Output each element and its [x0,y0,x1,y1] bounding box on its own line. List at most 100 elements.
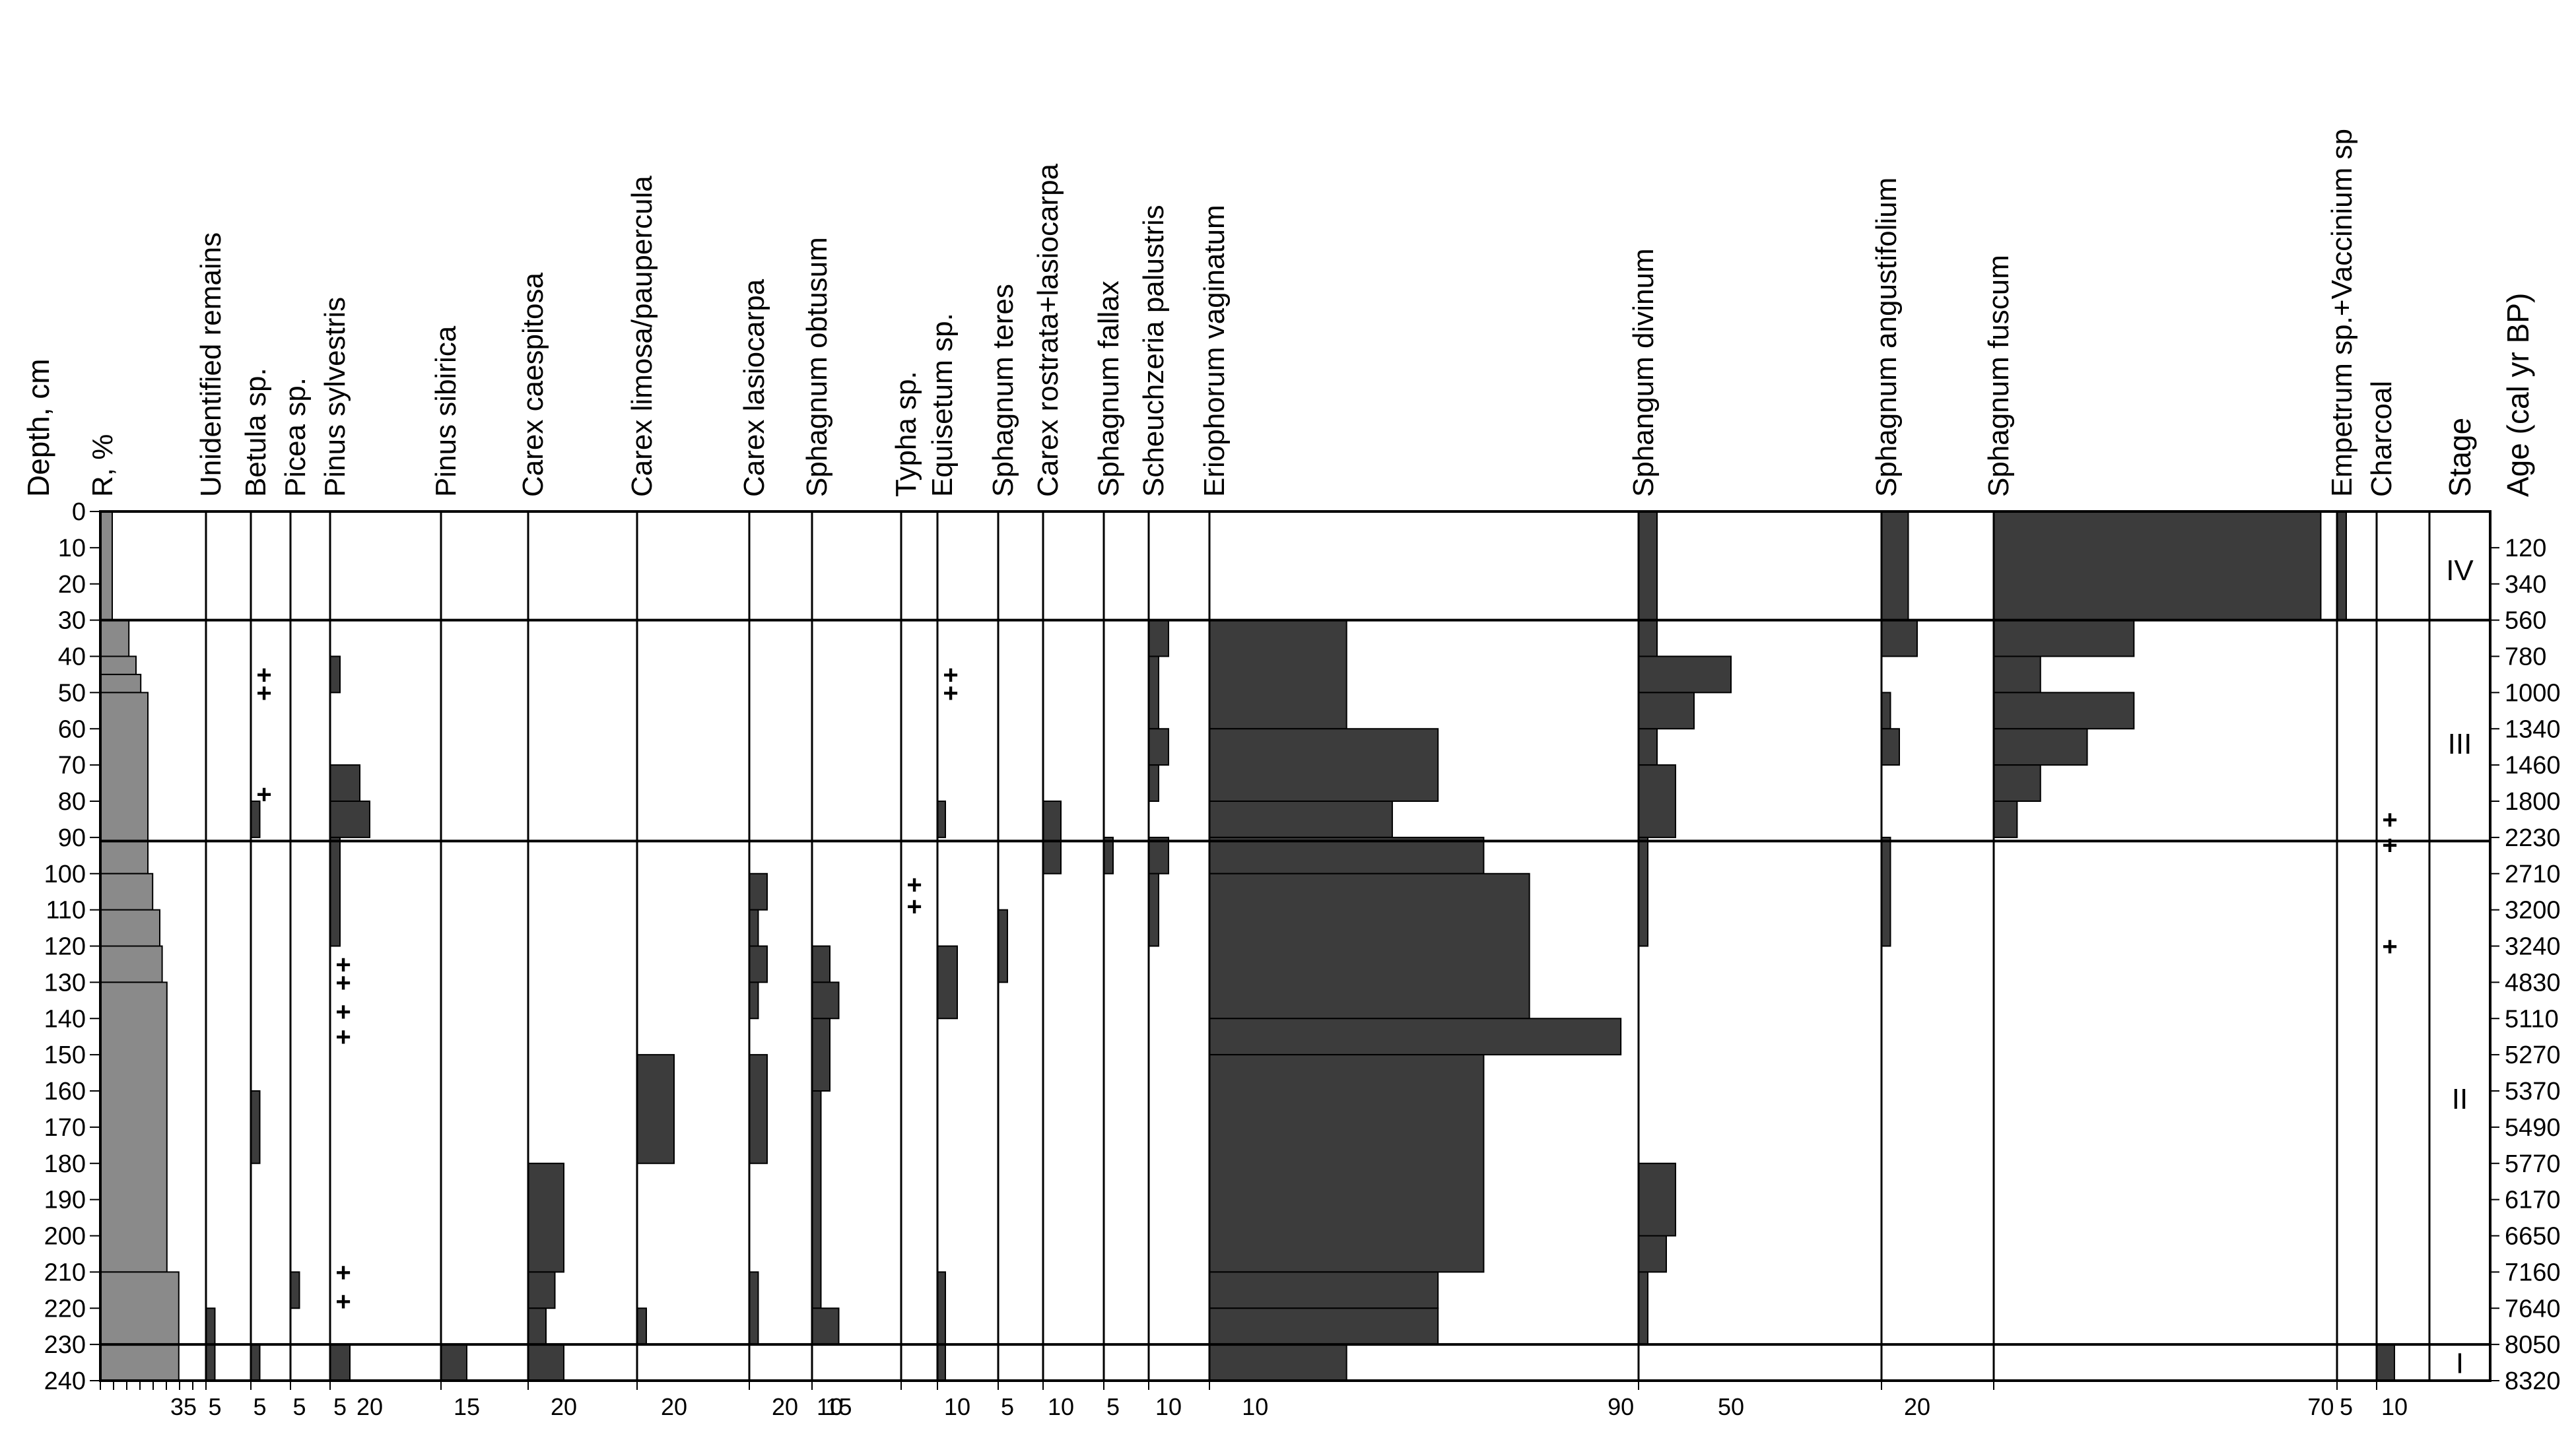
bar-20-0 [2336,511,2347,621]
column-header: Betula sp. [240,368,272,497]
column-header: Carex lasiocarpa [738,279,770,497]
bar-8-3 [749,981,759,1020]
scale-tick-label: 10 [817,1393,843,1420]
bar-0-8 [100,981,168,1273]
depth-axis-label: Depth, cm [21,358,55,497]
bar-8-4 [749,1054,768,1164]
column-header: Carex rostrata+lasiocarpa [1032,163,1064,497]
bar-14-0 [1103,836,1114,874]
bar-0-1 [100,619,130,657]
stage-label: III [2448,728,2472,760]
depth-tick-label: 10 [58,535,86,562]
scale-tick-label: 10 [944,1393,970,1420]
bar-15-2 [1148,728,1169,766]
depth-tick-label: 230 [44,1331,86,1359]
bar-2-1 [250,1090,261,1164]
age-tick-label: 6650 [2505,1223,2561,1251]
bar-8-1 [749,909,759,947]
scale-tick-label: 10 [1155,1393,1182,1420]
scale-tick-label: 5 [2340,1393,2353,1420]
bar-0-3 [100,673,142,694]
age-tick-label: 8320 [2505,1367,2561,1395]
scale-tick-label: 90 [1608,1393,1634,1420]
age-tick-label: 8050 [2505,1331,2561,1359]
bar-4-4 [329,1344,351,1381]
depth-tick-label: 70 [58,752,86,779]
bar-9-1 [811,981,840,1020]
bar-17-1 [1638,655,1732,694]
bar-17-3 [1638,728,1658,766]
bar-0-0 [100,511,113,621]
bar-18-1 [1881,619,1918,657]
column-header: Sphagnum fuscum [1983,255,2015,497]
bar-2-2 [250,1344,261,1381]
depth-tick-label: 190 [44,1187,86,1214]
age-tick-label: 5270 [2505,1041,2561,1069]
age-tick-label: 2710 [2505,861,2561,888]
bar-13-0 [1042,801,1062,874]
scale-tick-label: 20 [356,1393,383,1420]
scale-tick-label: 10 [1242,1393,1268,1420]
scale-tick-label: 20 [551,1393,577,1420]
scale-tick-label: 20 [661,1393,687,1420]
bar-0-7 [100,945,163,983]
bar-0-5 [100,872,154,911]
presence-marker: + [906,871,922,900]
depth-tick-label: 120 [44,933,86,961]
age-tick-label: 4830 [2505,969,2561,997]
bar-8-0 [749,872,768,911]
depth-tick-label: 50 [58,679,86,707]
bar-16-1 [1209,728,1439,802]
bar-17-4 [1638,764,1676,838]
bar-0-2 [100,655,137,675]
depth-tick-label: 110 [46,897,86,925]
column-header: Pinus sibirica [430,325,462,497]
bar-9-0 [811,945,830,983]
bar-4-1 [329,764,360,802]
bar-18-3 [1881,728,1900,766]
age-axis-label: Age (cal yr BP) [2501,293,2535,497]
bar-18-2 [1881,692,1891,730]
age-tick-label: 6170 [2505,1187,2561,1214]
bar-9-3 [811,1090,822,1309]
column-header: Sphagnum fallax [1093,280,1125,497]
column-header: Eriophorum vaginatum [1198,205,1231,497]
age-tick-label: 1460 [2505,752,2561,779]
scale-tick-label: 15 [825,1393,852,1420]
column-header: Sphagnum angustifolium [1870,178,1903,497]
depth-tick-label: 140 [44,1005,86,1033]
bar-19-2 [1993,655,2041,694]
bar-19-1 [1993,619,2135,657]
column-header: Unidentified remains [195,232,227,497]
age-tick-label: 5110 [2505,1005,2559,1033]
scale-tick-label: 20 [772,1393,798,1420]
depth-tick-label: 240 [44,1367,86,1395]
age-tick-label: 5370 [2505,1078,2561,1105]
bar-4-3 [329,836,341,947]
bar-19-0 [1993,511,2322,621]
presence-marker: + [335,1287,351,1316]
age-tick-label: 1340 [2505,715,2561,743]
bar-16-5 [1209,1018,1622,1056]
scale-tick-label: 10 [2381,1393,2408,1420]
bar-15-1 [1148,655,1159,730]
bar-0-9 [100,1271,180,1381]
column-header: Empetrum sp.+Vaccinium sp [2326,129,2358,497]
stage-label: IV [2446,554,2474,587]
age-tick-label: 7640 [2505,1295,2561,1323]
age-tick-label: 1800 [2505,788,2561,816]
presence-marker: + [256,780,271,809]
depth-tick-label: 60 [58,715,86,743]
scale-tick-label: 50 [1718,1393,1744,1420]
bar-16-3 [1209,836,1485,874]
column-header: Sphagnum obtusum [801,237,833,497]
scale-tick-label: 35 [170,1393,197,1420]
bar-11-0 [937,801,946,838]
column-header: Pinus sylvestris [319,297,351,497]
bar-11-1 [937,945,958,1020]
age-tick-label: 7160 [2505,1259,2561,1286]
depth-tick-label: 100 [44,861,86,888]
presence-marker: + [2382,831,2397,860]
stage-label: II [2452,1083,2468,1115]
